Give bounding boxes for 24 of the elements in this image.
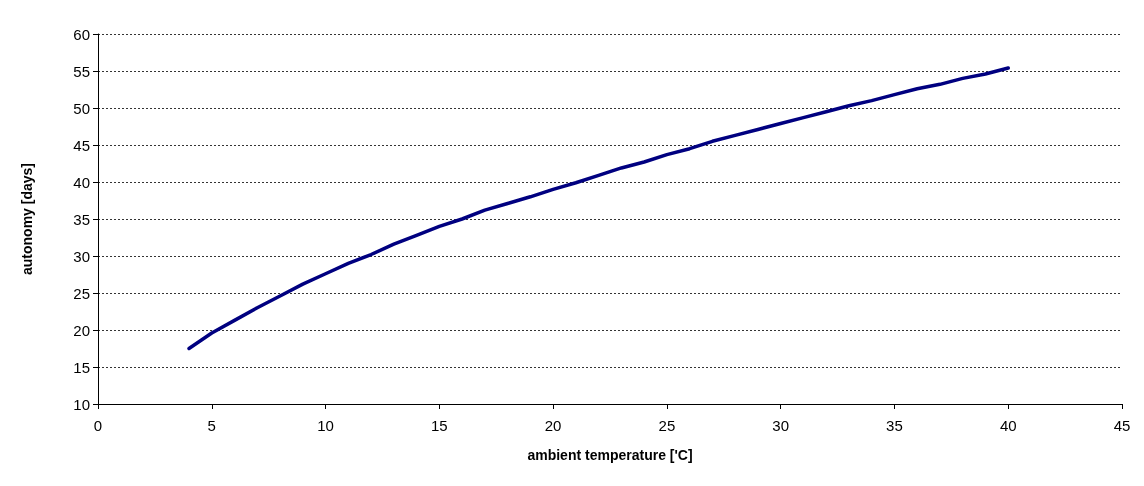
y-tick-label: 15 <box>73 358 90 376</box>
y-tick-label: 25 <box>73 284 90 302</box>
x-tick-label: 10 <box>317 417 334 434</box>
x-tick-label: 0 <box>93 417 103 434</box>
y-tick-label: 30 <box>73 247 90 265</box>
x-tick-label: 20 <box>544 417 562 434</box>
y-tick-label: 45 <box>73 136 90 154</box>
y-axis-title: autonomy [days] <box>19 162 35 276</box>
y-tick-label: 40 <box>73 173 90 191</box>
x-tick-label: 40 <box>999 417 1017 434</box>
y-tick-label: 55 <box>73 62 90 80</box>
x-tick-label: 5 <box>207 417 216 434</box>
x-tick-label: 35 <box>886 417 903 434</box>
x-tick-label: 30 <box>772 417 790 434</box>
y-tick-label: 20 <box>73 321 90 339</box>
x-axis-title: ambient temperature ['C] <box>527 447 693 463</box>
y-tick-label: 35 <box>73 210 90 228</box>
y-tick-label: 10 <box>73 395 90 413</box>
x-tick-label: 45 <box>1113 417 1131 434</box>
y-tick-label: 60 <box>73 25 90 43</box>
x-tick-label: 25 <box>658 417 676 434</box>
x-tick-label: 15 <box>430 417 448 434</box>
line-series <box>187 66 1010 351</box>
y-tick-label: 50 <box>73 99 90 117</box>
